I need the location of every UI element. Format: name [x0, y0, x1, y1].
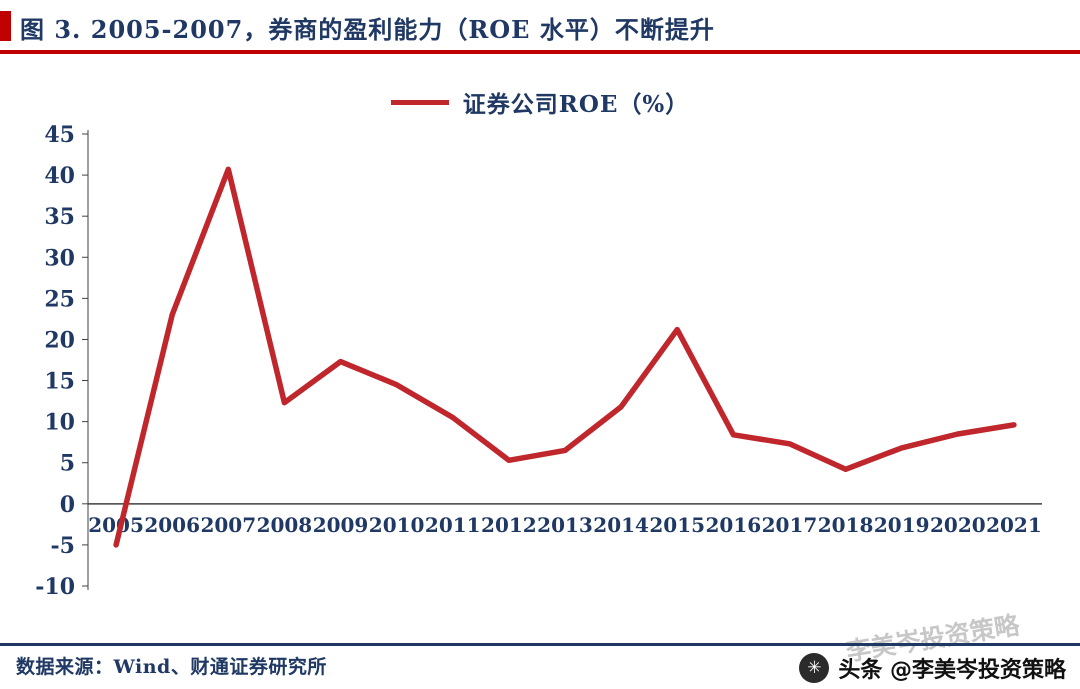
x-axis-tick-label: 2016: [706, 513, 762, 537]
x-axis-tick-label: 2011: [425, 513, 481, 537]
watermark-badge: ✳ 头条 @李美岑投资策略: [799, 652, 1066, 684]
y-axis-tick-label: -10: [35, 574, 75, 600]
data-source: 数据来源：Wind、财通证券研究所: [16, 656, 327, 678]
x-axis-tick-label: 2012: [481, 513, 537, 537]
x-axis-tick-label: 2005: [88, 513, 144, 537]
y-axis-tick-label: 10: [44, 410, 75, 436]
x-axis-tick-label: 2008: [257, 513, 313, 537]
header-divider: [0, 50, 1080, 54]
y-axis-tick-label: 20: [44, 327, 75, 353]
chart-legend: 证券公司ROE（%）: [0, 88, 1080, 118]
y-axis-tick-label: 15: [44, 369, 75, 395]
y-axis-tick-label: 5: [60, 451, 75, 477]
figure-header: 图 3. 2005-2007，券商的盈利能力（ROE 水平）不断提升: [0, 0, 1080, 50]
watermark-badge-text: 头条 @李美岑投资策略: [838, 658, 1066, 683]
legend-label: 证券公司ROE（%）: [462, 91, 690, 118]
y-axis-tick-label: 40: [44, 163, 75, 189]
roe-line: [113, 166, 1017, 548]
x-axis-tick-label: 2010: [369, 513, 425, 537]
watermark-logo-icon: ✳: [799, 653, 830, 683]
x-axis-tick-label: 2015: [649, 513, 705, 537]
x-axis-tick-label: 2018: [818, 513, 874, 537]
y-axis-tick-label: -5: [51, 533, 75, 559]
x-axis-tick-label: 2006: [144, 513, 200, 537]
figure-title: 图 3. 2005-2007，券商的盈利能力（ROE 水平）不断提升: [20, 15, 715, 44]
footer-divider: [0, 643, 1080, 646]
x-axis-tick-label: 2017: [762, 513, 818, 537]
y-axis-tick-label: 0: [60, 492, 75, 518]
y-axis-tick-label: 45: [44, 122, 75, 148]
x-axis-tick-label: 2021: [986, 513, 1042, 537]
y-axis-tick-label: 35: [44, 204, 75, 230]
x-axis-tick-label: 2014: [593, 513, 649, 537]
x-axis-tick-label: 2009: [313, 513, 369, 537]
y-axis-tick-label: 30: [44, 245, 75, 271]
legend-line-swatch: [390, 99, 449, 105]
x-axis-tick-label: 2019: [874, 513, 930, 537]
x-axis-tick-label: 2020: [930, 513, 986, 537]
x-axis-tick-label: 2013: [537, 513, 593, 537]
y-axis-tick-label: 25: [44, 286, 75, 312]
title-accent-bar: [0, 11, 11, 41]
chart-area: -10 -5 0 5 10 15 20 25 30 35 40 45 2005 2006 2007 2008 2…: [0, 118, 1080, 638]
x-axis-tick-label: 2007: [200, 513, 256, 537]
